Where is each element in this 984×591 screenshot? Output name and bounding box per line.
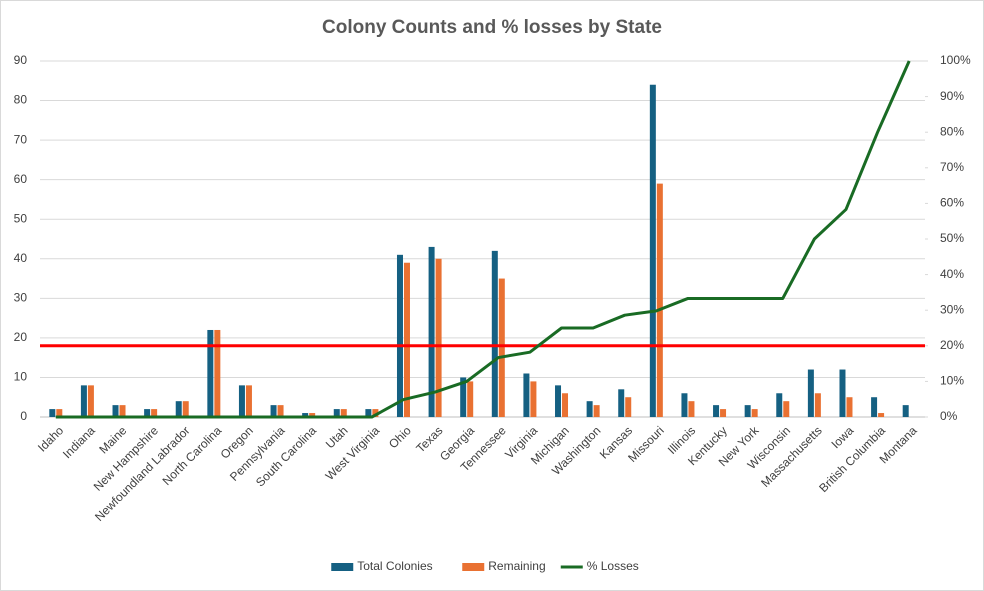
bar bbox=[846, 397, 853, 417]
bar bbox=[523, 373, 530, 417]
legend-swatch bbox=[331, 563, 354, 571]
y2-tick-label: 40% bbox=[940, 267, 964, 281]
y-tick-label: 70 bbox=[14, 132, 28, 146]
bar bbox=[618, 389, 625, 417]
bar bbox=[902, 405, 909, 417]
y2-tick-label: 60% bbox=[940, 196, 964, 210]
bar bbox=[80, 385, 87, 417]
bar bbox=[403, 262, 410, 417]
bar bbox=[713, 405, 720, 417]
y-tick-label: 40 bbox=[14, 251, 28, 265]
bar bbox=[783, 401, 790, 417]
y-tick-label: 0 bbox=[20, 409, 27, 423]
bar bbox=[151, 409, 158, 417]
bar bbox=[656, 183, 663, 417]
bar bbox=[751, 409, 758, 417]
bar bbox=[245, 385, 252, 417]
legend-label: Total Colonies bbox=[357, 559, 432, 573]
y2-tick-label: 80% bbox=[940, 124, 964, 138]
y-tick-label: 20 bbox=[14, 330, 28, 344]
bar bbox=[428, 246, 435, 417]
bar bbox=[365, 409, 372, 417]
chart-title: Colony Counts and % losses by State bbox=[322, 17, 662, 38]
bar bbox=[49, 409, 56, 417]
bar bbox=[309, 413, 316, 417]
bar bbox=[593, 405, 600, 417]
bar bbox=[720, 409, 727, 417]
bar bbox=[119, 405, 126, 417]
bar bbox=[207, 329, 214, 417]
bar bbox=[744, 405, 751, 417]
bar bbox=[586, 401, 593, 417]
bar bbox=[333, 409, 340, 417]
bar bbox=[625, 397, 632, 417]
bar bbox=[530, 381, 537, 417]
bar bbox=[238, 385, 245, 417]
bar bbox=[467, 381, 474, 417]
y-tick-label: 60 bbox=[14, 172, 28, 186]
bar bbox=[807, 369, 814, 417]
bar bbox=[277, 405, 284, 417]
bar bbox=[839, 369, 846, 417]
legend-label: % Losses bbox=[587, 559, 639, 573]
y2-tick-label: 10% bbox=[940, 374, 964, 388]
bar bbox=[56, 409, 63, 417]
bar bbox=[175, 401, 182, 417]
bar bbox=[491, 250, 498, 417]
bar bbox=[435, 258, 442, 417]
bar bbox=[555, 385, 562, 417]
bar bbox=[396, 254, 403, 417]
line bbox=[55, 60, 911, 419]
y2-tick-label: 100% bbox=[940, 53, 971, 67]
y2-tick-label: 20% bbox=[940, 338, 964, 352]
y2-tick-label: 0% bbox=[940, 409, 958, 423]
y-tick-label: 80 bbox=[14, 93, 28, 107]
bar bbox=[649, 84, 656, 417]
bar bbox=[144, 409, 151, 417]
y2-tick-label: 90% bbox=[940, 89, 964, 103]
y-tick-label: 30 bbox=[14, 291, 28, 305]
bar bbox=[562, 393, 569, 417]
bar bbox=[871, 397, 878, 417]
y2-tick-label: 50% bbox=[940, 231, 964, 245]
y2-tick-label: 30% bbox=[940, 302, 964, 316]
bar bbox=[688, 401, 695, 417]
bar bbox=[878, 413, 885, 417]
bar bbox=[302, 413, 309, 417]
bar bbox=[460, 377, 467, 417]
bar bbox=[681, 393, 688, 417]
legend-label: Remaining bbox=[488, 559, 545, 573]
bar bbox=[372, 409, 379, 417]
y-tick-label: 90 bbox=[14, 53, 28, 67]
bar bbox=[214, 329, 221, 417]
bar bbox=[182, 401, 189, 417]
bar bbox=[87, 385, 94, 417]
bar bbox=[270, 405, 277, 417]
bar bbox=[112, 405, 119, 417]
y-tick-label: 10 bbox=[14, 370, 28, 384]
bar bbox=[340, 409, 347, 417]
bar bbox=[498, 278, 505, 417]
bar bbox=[776, 393, 783, 417]
y2-tick-label: 70% bbox=[940, 160, 964, 174]
bar bbox=[814, 393, 821, 417]
y-tick-label: 50 bbox=[14, 211, 28, 225]
legend-swatch bbox=[462, 563, 485, 571]
